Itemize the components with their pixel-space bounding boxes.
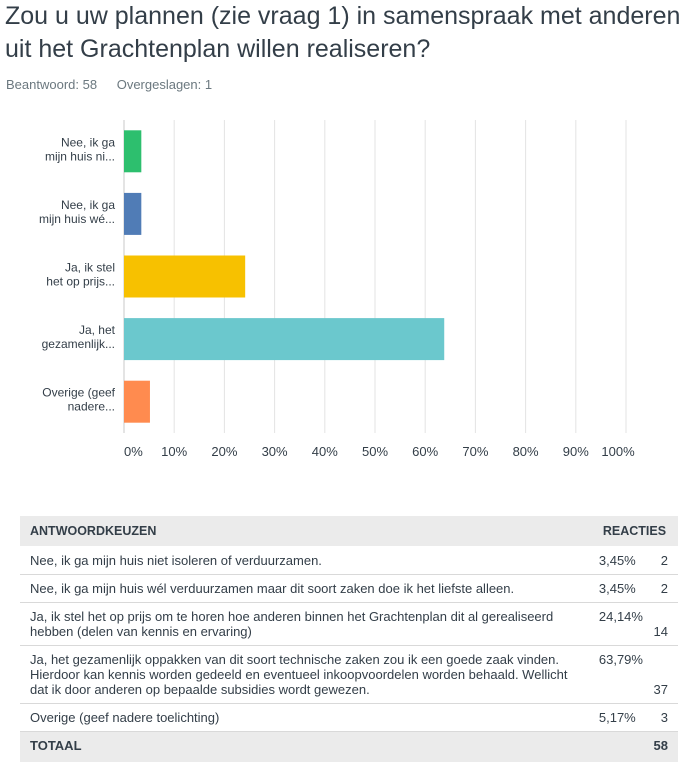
bar-chart: 0% 10% 20% 30% 40% 50% 60% 70% 80% 90% 100% Nee, ik… bbox=[39, 120, 635, 459]
response-table: ANTWOORDKEUZEN REACTIES Nee, ik ga mijn … bbox=[20, 516, 678, 762]
table-row: Nee, ik ga mijn huis niet isoleren of ve… bbox=[20, 546, 678, 575]
category-label: het op prijs... bbox=[46, 275, 115, 289]
category-label: Overige (geef bbox=[42, 386, 115, 400]
response-meta: Beantwoord: 58 Overgeslagen: 1 bbox=[6, 77, 228, 92]
category-label: Ja, het bbox=[79, 323, 116, 337]
x-tick-label: 90% bbox=[563, 444, 589, 459]
table-row: Overige (geef nadere toelichting) 5,17% 3 bbox=[20, 703, 678, 732]
answer-choice: Nee, ik ga mijn huis niet isoleren of ve… bbox=[20, 546, 593, 575]
x-tick-label: 0% bbox=[124, 444, 143, 459]
answer-count: 2 bbox=[646, 546, 678, 575]
x-tick-label: 30% bbox=[262, 444, 288, 459]
table-row: Nee, ik ga mijn huis wél verduurzamen ma… bbox=[20, 574, 678, 603]
answer-choice: Nee, ik ga mijn huis wél verduurzamen ma… bbox=[20, 574, 593, 603]
bar bbox=[124, 318, 445, 361]
answer-percent: 3,45% bbox=[592, 574, 647, 603]
answer-choice: Overige (geef nadere toelichting) bbox=[20, 703, 593, 732]
answered-count: Beantwoord: 58 bbox=[6, 77, 98, 92]
category-label: Nee, ik ga bbox=[61, 135, 115, 149]
bar bbox=[124, 255, 246, 298]
category-label: gezamenlijk... bbox=[42, 337, 115, 351]
x-tick-label: 40% bbox=[312, 444, 338, 459]
answer-choice: Ja, ik stel het op prijs om te horen hoe… bbox=[20, 602, 593, 646]
answer-percent: 24,14% bbox=[592, 602, 647, 646]
answer-count: 14 bbox=[646, 602, 678, 646]
table-header-row: ANTWOORDKEUZEN REACTIES bbox=[20, 516, 678, 547]
answer-count: 3 bbox=[646, 703, 678, 732]
answer-percent: 63,79% bbox=[592, 645, 647, 704]
answer-percent: 5,17% bbox=[592, 703, 647, 732]
answer-count: 2 bbox=[646, 574, 678, 603]
total-value: 58 bbox=[646, 731, 678, 762]
bar bbox=[124, 130, 142, 173]
category-label: mijn huis ni... bbox=[45, 149, 115, 163]
category-label: mijn huis wé... bbox=[39, 212, 115, 226]
category-label: Nee, ik ga bbox=[61, 198, 115, 212]
x-tick-label: 10% bbox=[161, 444, 187, 459]
x-tick-label: 50% bbox=[362, 444, 388, 459]
skipped-count: Overgeslagen: 1 bbox=[116, 77, 213, 92]
x-tick-label: 60% bbox=[412, 444, 438, 459]
header-responses: REACTIES bbox=[592, 516, 678, 547]
bar bbox=[124, 192, 142, 235]
total-label: TOTAAL bbox=[20, 731, 593, 762]
answer-choice: Ja, het gezamenlijk oppakken van dit soo… bbox=[20, 645, 593, 704]
table-row: Ja, ik stel het op prijs om te horen hoe… bbox=[20, 602, 678, 646]
category-label: nadere... bbox=[68, 400, 115, 414]
question-title: Zou u uw plannen (zie vraag 1) in samens… bbox=[5, 2, 681, 63]
x-tick-label: 70% bbox=[462, 444, 488, 459]
bar bbox=[124, 380, 150, 423]
table-row: Ja, het gezamenlijk oppakken van dit soo… bbox=[20, 645, 678, 704]
answer-count: 37 bbox=[646, 645, 678, 704]
category-label: Ja, ik stel bbox=[65, 261, 115, 275]
answer-percent: 3,45% bbox=[592, 546, 647, 575]
header-choices: ANTWOORDKEUZEN bbox=[20, 516, 593, 547]
total-row: TOTAAL 58 bbox=[20, 731, 678, 762]
x-tick-label: 20% bbox=[211, 444, 237, 459]
x-tick-label: 100% bbox=[601, 444, 635, 459]
x-tick-label: 80% bbox=[513, 444, 539, 459]
